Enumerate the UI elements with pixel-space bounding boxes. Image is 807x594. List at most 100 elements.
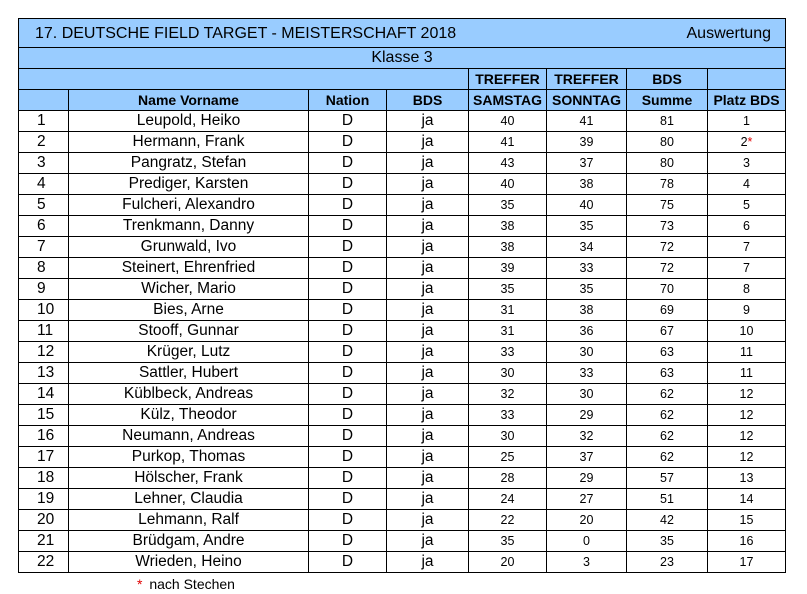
- treffer-samstag-cell: 38: [468, 236, 547, 258]
- summe-cell-value: 57: [660, 471, 674, 485]
- name-cell-value: Fulcheri, Alexandro: [122, 196, 255, 213]
- name-cell: Neumann, Andreas: [68, 425, 309, 447]
- bds-cell-value: ja: [421, 511, 434, 528]
- summe-cell: 62: [626, 404, 708, 426]
- treffer-samstag-cell: 35: [468, 530, 547, 552]
- rank-cell-value: 14: [37, 385, 55, 402]
- col-header-rank: [18, 89, 69, 111]
- treffer-samstag-cell-value: 31: [500, 324, 515, 338]
- rank-cell: 12: [18, 341, 69, 363]
- rank-cell-value: 20: [37, 511, 55, 528]
- treffer-sonntag-cell: 41: [546, 110, 627, 132]
- treffer-samstag-cell: 30: [468, 425, 547, 447]
- name-cell: Krüger, Lutz: [68, 341, 309, 363]
- summe-cell: 42: [626, 509, 708, 531]
- bds-cell: ja: [386, 215, 469, 237]
- treffer-sonntag-cell-value: 30: [579, 387, 594, 401]
- nation-cell-value: D: [341, 217, 354, 234]
- nation-cell: D: [308, 446, 387, 468]
- rank-cell-value: 17: [37, 448, 55, 465]
- nation-cell: D: [308, 215, 387, 237]
- treffer-sonntag-cell-value: 38: [579, 177, 594, 191]
- name-cell-value: Steinert, Ehrenfried: [121, 259, 256, 276]
- nation-cell-value: D: [341, 364, 354, 381]
- nation-cell: D: [308, 404, 387, 426]
- treffer-sonntag-cell: 30: [546, 383, 627, 405]
- rank-cell: 14: [18, 383, 69, 405]
- bds-cell: ja: [386, 320, 469, 342]
- name-cell: Pangratz, Stefan: [68, 152, 309, 174]
- summe-cell-value: 72: [660, 240, 674, 254]
- name-cell: Steinert, Ehrenfried: [68, 257, 309, 279]
- treffer-samstag-cell-value: 41: [500, 135, 515, 149]
- treffer-samstag-cell-value: 33: [500, 408, 515, 422]
- col-header-summe-top: BDS: [626, 68, 708, 90]
- summe-cell: 35: [626, 530, 708, 552]
- treffer-samstag-cell-value: 38: [500, 240, 515, 254]
- treffer-sonntag-cell-value: 36: [579, 324, 594, 338]
- bds-cell: ja: [386, 236, 469, 258]
- treffer-sonntag-cell-value: 35: [579, 282, 594, 296]
- bds-cell-value: ja: [421, 259, 434, 276]
- treffer-sonntag-cell: 38: [546, 299, 627, 321]
- platz-cell-value: 5: [743, 198, 750, 212]
- summe-cell-value: 69: [660, 303, 674, 317]
- summe-cell-value: 80: [660, 156, 674, 170]
- bds-cell-value: ja: [421, 427, 434, 444]
- bds-cell-value: ja: [421, 364, 434, 381]
- tiebreak-mark: *: [747, 135, 753, 149]
- summe-cell-value: 72: [660, 261, 674, 275]
- treffer-sonntag-cell-value: 0: [583, 534, 590, 548]
- page-subtitle: Auswertung: [686, 25, 772, 42]
- platz-cell-value: 9: [743, 303, 750, 317]
- rank-cell-value: 22: [37, 553, 55, 570]
- rank-cell: 15: [18, 404, 69, 426]
- nation-cell-value: D: [341, 112, 354, 129]
- col-header-treffer-samstag-top: TREFFER: [468, 68, 547, 90]
- platz-cell: 11: [707, 362, 786, 384]
- bds-cell-value: ja: [421, 532, 434, 549]
- col-header-treffer-sonntag: SONNTAG: [546, 89, 627, 111]
- treffer-samstag-cell-value: 40: [500, 114, 515, 128]
- platz-cell-value: 3: [743, 156, 750, 170]
- nation-cell-value: D: [341, 259, 354, 276]
- treffer-sonntag-cell-value: 27: [579, 492, 594, 506]
- summe-cell-value: 51: [660, 492, 674, 506]
- treffer-samstag-cell-value: 33: [500, 345, 515, 359]
- nation-cell: D: [308, 278, 387, 300]
- treffer-sonntag-cell: 3: [546, 551, 627, 573]
- treffer-sonntag-cell: 29: [546, 404, 627, 426]
- nation-cell: D: [308, 530, 387, 552]
- rank-cell: 13: [18, 362, 69, 384]
- treffer-sonntag-cell-value: 33: [579, 261, 594, 275]
- platz-cell-value: 7: [743, 261, 750, 275]
- rank-cell-value: 10: [37, 301, 55, 318]
- bds-cell: ja: [386, 110, 469, 132]
- summe-cell-value: 70: [660, 282, 674, 296]
- rank-cell-value: 9: [37, 280, 46, 297]
- col-header-nation: Nation: [308, 89, 387, 111]
- name-cell-value: Stooff, Gunnar: [138, 322, 239, 339]
- summe-cell-value: 80: [660, 135, 674, 149]
- summe-cell: 75: [626, 194, 708, 216]
- platz-cell-value: 11: [740, 366, 753, 380]
- nation-cell: D: [308, 467, 387, 489]
- rank-cell-value: 11: [37, 322, 54, 339]
- treffer-sonntag-cell: 38: [546, 173, 627, 195]
- platz-cell: 13: [707, 467, 786, 489]
- summe-cell-value: 62: [660, 408, 674, 422]
- bds-cell: ja: [386, 404, 469, 426]
- name-cell-value: Wrieden, Heino: [135, 553, 242, 570]
- summe-cell-value: 67: [660, 324, 674, 338]
- nation-cell-value: D: [341, 427, 354, 444]
- name-cell-value: Lehmann, Ralf: [138, 511, 239, 528]
- name-cell: Wicher, Mario: [68, 278, 309, 300]
- col-header-summe: Summe: [626, 89, 708, 111]
- summe-cell-value: 42: [660, 513, 674, 527]
- name-cell-value: Krüger, Lutz: [146, 343, 231, 360]
- summe-cell-value: 35: [660, 534, 674, 548]
